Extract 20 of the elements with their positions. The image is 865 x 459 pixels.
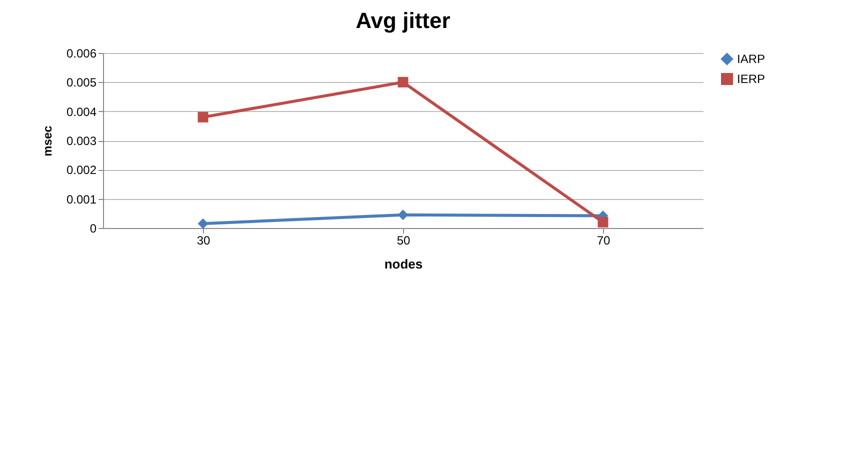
point — [598, 216, 608, 228]
point — [198, 112, 208, 122]
y-tick-label: 0.002 — [66, 163, 97, 178]
chart-title: Avg jitter — [356, 8, 451, 33]
y-axis-title: msec — [40, 125, 54, 156]
y-tick-label: 0.004 — [66, 104, 97, 119]
x-tick-label: 50 — [396, 234, 410, 248]
x-tick-label: 70 — [596, 234, 610, 248]
y-tick-label: 0.003 — [66, 134, 97, 148]
point — [198, 218, 208, 229]
point — [398, 76, 408, 88]
legend-label: IARP — [737, 52, 766, 66]
legend-label: IERP — [737, 72, 766, 86]
x-tick-label: 30 — [196, 234, 210, 248]
y-tick-label: 0.005 — [66, 76, 97, 90]
x-axis-title: nodes — [384, 256, 423, 272]
y-tick-label: 0.006 — [66, 46, 97, 60]
y-tick-label: 0.001 — [66, 192, 97, 206]
y-tick-label: 0 — [90, 222, 97, 236]
point — [398, 210, 408, 220]
